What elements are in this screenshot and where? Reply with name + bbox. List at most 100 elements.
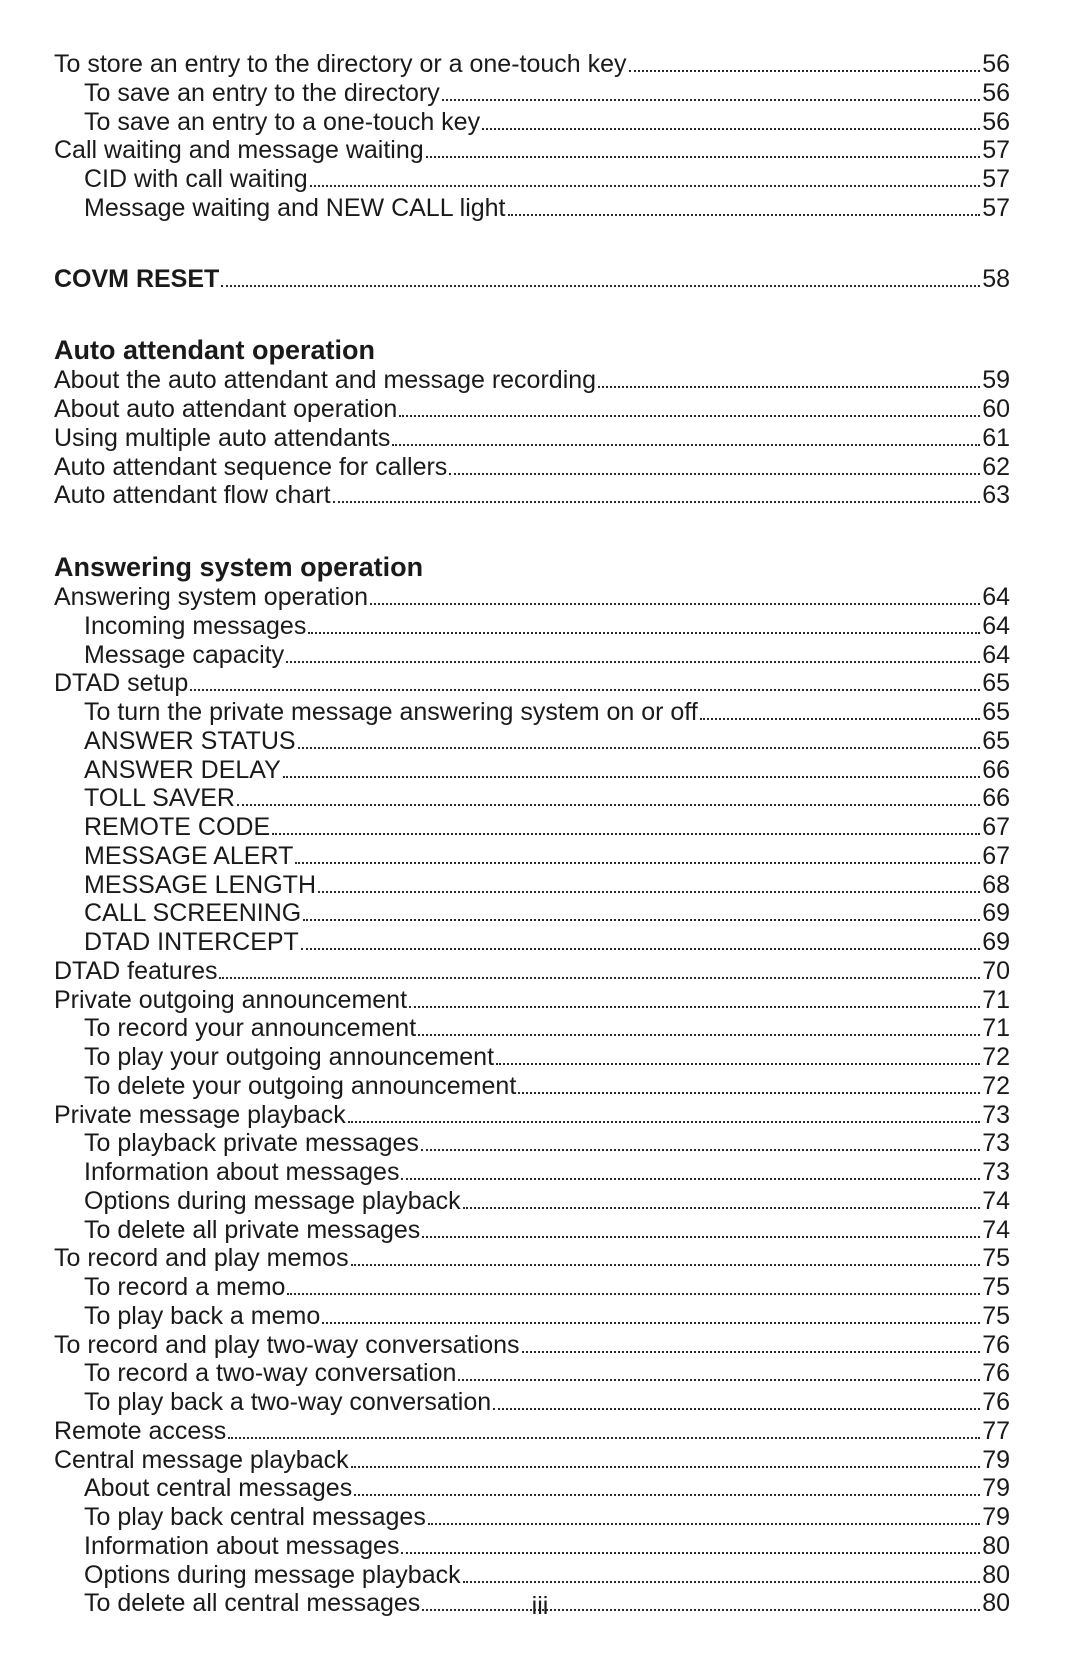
toc-entry-label: Incoming messages [84,612,306,641]
toc-entry-label: Private outgoing announcement [54,986,407,1015]
toc-entry-page: 72 [982,1043,1010,1072]
toc-entry: To store an entry to the directory or a … [54,50,1010,79]
toc-entry-page: 62 [982,453,1010,482]
toc-entry: To save an entry to a one-touch key56 [54,108,1010,137]
toc-entry: To record and play two-way conversations… [54,1331,1010,1360]
toc-entry-page: 56 [982,50,1010,79]
toc-entry-label: CALL SCREENING [84,899,301,928]
toc-entry: About central messages79 [54,1474,1010,1503]
toc-leader-dots [228,1423,980,1439]
toc-entry-label: Answering system operation [54,583,368,612]
toc-leader-dots [354,1481,980,1497]
toc-entry: DTAD INTERCEPT69 [54,928,1010,957]
toc-entry: To playback private messages73 [54,1129,1010,1158]
toc-entry-label: DTAD features [54,957,217,986]
toc-entry: Using multiple auto attendants61 [54,424,1010,453]
toc-entry-page: 57 [982,194,1010,223]
toc-leader-dots [508,200,981,216]
toc-leader-dots [318,877,980,893]
toc-leader-dots [370,589,980,605]
toc-entry-page: 61 [982,424,1010,453]
toc-leader-dots [298,733,981,749]
toc-entry-page: 65 [982,698,1010,727]
toc-entry-page: 76 [982,1331,1010,1360]
toc-leader-dots [428,1509,980,1525]
toc-leader-dots [351,1452,981,1468]
toc-leader-dots [283,762,980,778]
toc-entry: Options during message playback74 [54,1187,1010,1216]
toc-entry-page: 73 [982,1129,1010,1158]
toc-leader-dots [449,459,980,475]
toc-leader-dots [422,1222,980,1238]
toc-entry-label: To turn the private message answering sy… [84,698,698,727]
toc-leader-dots [629,56,981,72]
toc-entry-page: 56 [982,79,1010,108]
toc-entry-label: To delete your outgoing announcement [84,1072,516,1101]
toc-entry-page: 79 [982,1503,1010,1532]
toc-leader-dots [409,992,980,1008]
section-heading: Auto attendant operation [54,335,1010,366]
toc-entry-page: 71 [982,1014,1010,1043]
toc-entry-label: REMOTE CODE [84,813,270,842]
toc-entry-page: 58 [982,265,1010,294]
toc-leader-dots [442,85,980,101]
toc-entry: MESSAGE LENGTH68 [54,871,1010,900]
toc-leader-dots [348,1107,980,1123]
toc-leader-dots [598,373,980,389]
toc-entry-page: 66 [982,784,1010,813]
toc-entry-label: Central message playback [54,1446,349,1475]
toc-entry-page: 71 [982,986,1010,1015]
toc-entry: Private message playback73 [54,1101,1010,1130]
toc-entry-label: Auto attendant sequence for callers [54,453,447,482]
toc-body: To store an entry to the directory or a … [54,50,1010,1618]
toc-entry-label: Call waiting and message waiting [54,136,424,165]
toc-entry: To play back a two-way conversation76 [54,1388,1010,1417]
toc-entry-page: 74 [982,1216,1010,1245]
toc-entry: MESSAGE ALERT67 [54,842,1010,871]
toc-entry-label: To record a two-way conversation [84,1359,456,1388]
toc-leader-dots [458,1366,980,1382]
toc-entry-page: 64 [982,583,1010,612]
toc-entry: To delete your outgoing announcement 72 [54,1072,1010,1101]
toc-entry-label: Message waiting and NEW CALL light [84,194,506,223]
toc-entry: Auto attendant flow chart 63 [54,481,1010,510]
toc-entry-label: DTAD setup [54,669,188,698]
toc-entry-label: About central messages [84,1474,352,1503]
toc-leader-dots [295,848,980,864]
toc-entry-page: 57 [982,136,1010,165]
toc-entry-label: Auto attendant flow chart [54,481,331,510]
toc-entry: Incoming messages64 [54,612,1010,641]
toc-entry-label: Information about messages [84,1532,399,1561]
toc-entry-page: 73 [982,1158,1010,1187]
toc-leader-dots [190,676,980,692]
toc-leader-dots [322,1308,980,1324]
toc-leader-dots [418,1021,980,1037]
toc-leader-dots [272,819,980,835]
toc-entry-label: To save an entry to the directory [84,79,440,108]
toc-leader-dots [426,143,981,159]
section-gap [54,510,1010,552]
toc-entry-page: 65 [982,727,1010,756]
toc-leader-dots [310,171,981,187]
toc-entry-page: 77 [982,1417,1010,1446]
toc-entry-page: 75 [982,1302,1010,1331]
toc-entry-label: COVM RESET [54,265,219,294]
toc-entry-page: 64 [982,641,1010,670]
toc-entry: Auto attendant sequence for callers 62 [54,453,1010,482]
toc-entry: Answering system operation 64 [54,583,1010,612]
toc-entry: ANSWER STATUS65 [54,727,1010,756]
toc-entry-page: 59 [982,366,1010,395]
toc-leader-dots [351,1251,981,1267]
toc-entry-page: 79 [982,1446,1010,1475]
toc-entry: To turn the private message answering sy… [54,698,1010,727]
toc-entry-label: To store an entry to the directory or a … [54,50,627,79]
toc-entry-label: Information about messages [84,1158,399,1187]
toc-entry-page: 72 [982,1072,1010,1101]
toc-leader-dots [237,791,980,807]
toc-entry: CALL SCREENING69 [54,899,1010,928]
toc-entry-label: To play back a memo [84,1302,320,1331]
toc-entry-page: 69 [982,928,1010,957]
toc-entry-page: 63 [982,481,1010,510]
toc-entry-page: 73 [982,1101,1010,1130]
toc-entry: To delete all private messages74 [54,1216,1010,1245]
